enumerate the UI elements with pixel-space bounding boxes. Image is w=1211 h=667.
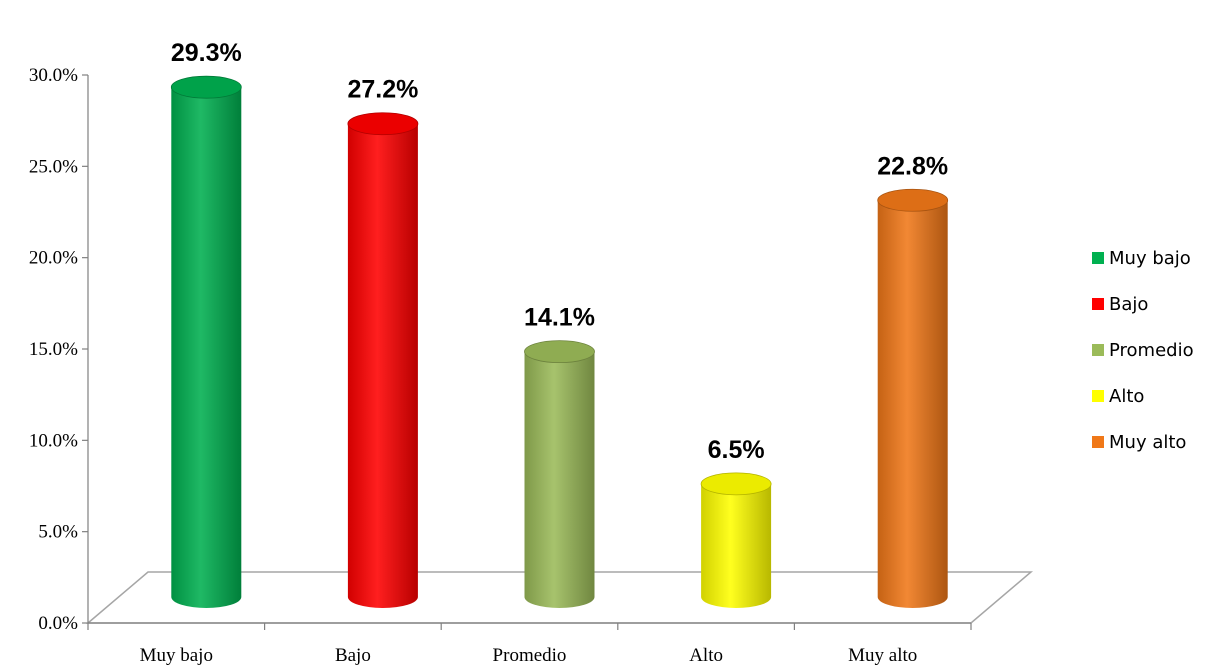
x-tick-label: Bajo xyxy=(335,645,371,666)
bar-top xyxy=(877,188,949,212)
bar-top xyxy=(347,112,419,136)
bar xyxy=(877,188,949,608)
data-label: 6.5% xyxy=(708,436,765,464)
y-tick-label: 30.0% xyxy=(29,65,78,86)
bar-body xyxy=(877,200,948,608)
y-tick-label: 20.0% xyxy=(29,248,78,269)
y-tick-label: 25.0% xyxy=(29,156,78,177)
bar-top xyxy=(524,340,595,364)
bar xyxy=(700,472,772,608)
legend-swatch xyxy=(1092,344,1104,356)
bar-top xyxy=(700,472,772,496)
y-tick-label: 10.0% xyxy=(29,430,78,451)
bar xyxy=(347,112,419,608)
x-tick-label: Alto xyxy=(689,645,723,666)
legend-swatch xyxy=(1092,436,1104,448)
bar-top xyxy=(170,75,242,99)
data-label: 14.1% xyxy=(524,304,595,332)
legend-item: Bajo xyxy=(1092,294,1148,315)
y-tick-label: 0.0% xyxy=(38,613,78,634)
legend-label: Bajo xyxy=(1109,294,1148,315)
y-tick-label: 15.0% xyxy=(29,339,78,360)
legend-label: Muy bajo xyxy=(1109,248,1191,269)
legend-item: Muy alto xyxy=(1092,432,1186,453)
legend-swatch xyxy=(1092,390,1104,402)
x-tick-label: Muy bajo xyxy=(140,645,213,666)
legend-label: Muy alto xyxy=(1109,432,1186,453)
bar-body xyxy=(347,123,418,608)
bar xyxy=(524,340,595,608)
legend-item: Promedio xyxy=(1092,340,1194,361)
data-label: 29.3% xyxy=(171,39,242,67)
bar-body xyxy=(524,351,595,608)
x-tick-label: Promedio xyxy=(493,645,567,666)
y-tick-label: 5.0% xyxy=(38,522,78,543)
data-label: 27.2% xyxy=(347,76,418,104)
legend-label: Promedio xyxy=(1109,340,1194,361)
legend-swatch xyxy=(1092,298,1104,310)
data-label: 22.8% xyxy=(877,152,948,180)
legend-item: Muy bajo xyxy=(1092,248,1191,269)
x-tick-label: Muy alto xyxy=(848,645,917,666)
bar-body xyxy=(171,87,242,609)
legend-label: Alto xyxy=(1109,386,1144,407)
legend-item: Alto xyxy=(1092,386,1144,407)
legend-swatch xyxy=(1092,252,1104,264)
bar-body xyxy=(701,483,772,608)
bar xyxy=(170,75,242,609)
